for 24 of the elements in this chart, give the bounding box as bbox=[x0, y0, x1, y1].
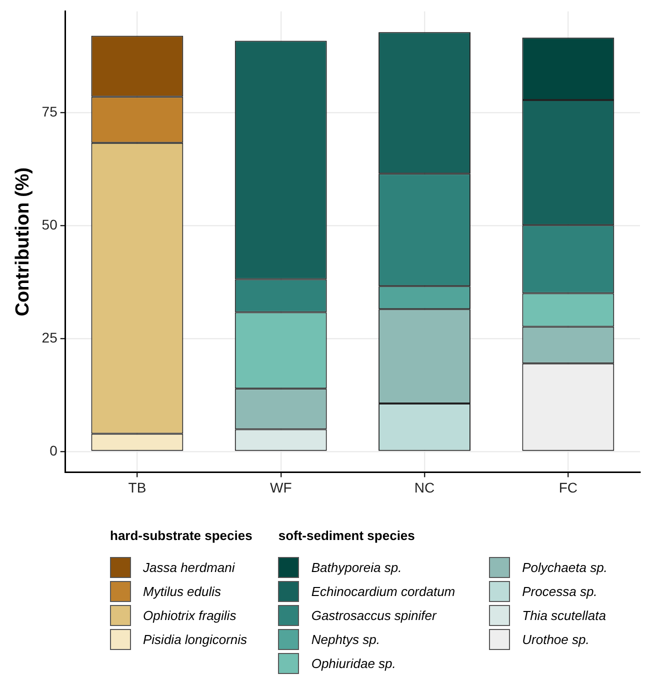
x-tick-label: NC bbox=[414, 479, 435, 496]
legend-label: Thia scutellata bbox=[522, 608, 606, 622]
text: hard-substrate species bbox=[110, 528, 252, 543]
legend-label: Nephtys sp. bbox=[311, 632, 380, 646]
legend-label: Polychaeta sp. bbox=[522, 560, 608, 574]
text: soft-sediment species bbox=[278, 528, 415, 543]
x-tick-label: TB bbox=[128, 479, 146, 496]
y-tick-label: 0 bbox=[50, 442, 58, 458]
legend-label: Jassa herdmani bbox=[143, 560, 235, 574]
legend-label: Pisidia longicornis bbox=[143, 632, 248, 646]
legend-label: Echinocardium cordatum bbox=[311, 584, 456, 598]
x-tick-label: FC bbox=[558, 479, 578, 496]
y-tick-label: 25 bbox=[42, 329, 58, 346]
y-axis-title: Contribution (%) bbox=[12, 167, 34, 316]
legend-label: Gastrosaccus spinifer bbox=[311, 608, 436, 622]
legend-label: Ophiotrix fragilis bbox=[143, 608, 236, 622]
legend-label: Ophiuridae sp. bbox=[311, 656, 396, 670]
legend-label: Urothoe sp. bbox=[522, 632, 590, 646]
legend-label: Mytilus edulis bbox=[143, 584, 222, 598]
y-tick-label: 75 bbox=[42, 103, 58, 120]
legend-label: Bathyporeia sp. bbox=[311, 560, 402, 574]
legend-label: Processa sp. bbox=[522, 584, 598, 598]
x-tick-label: WF bbox=[270, 479, 292, 496]
y-tick-label: 50 bbox=[42, 216, 58, 232]
